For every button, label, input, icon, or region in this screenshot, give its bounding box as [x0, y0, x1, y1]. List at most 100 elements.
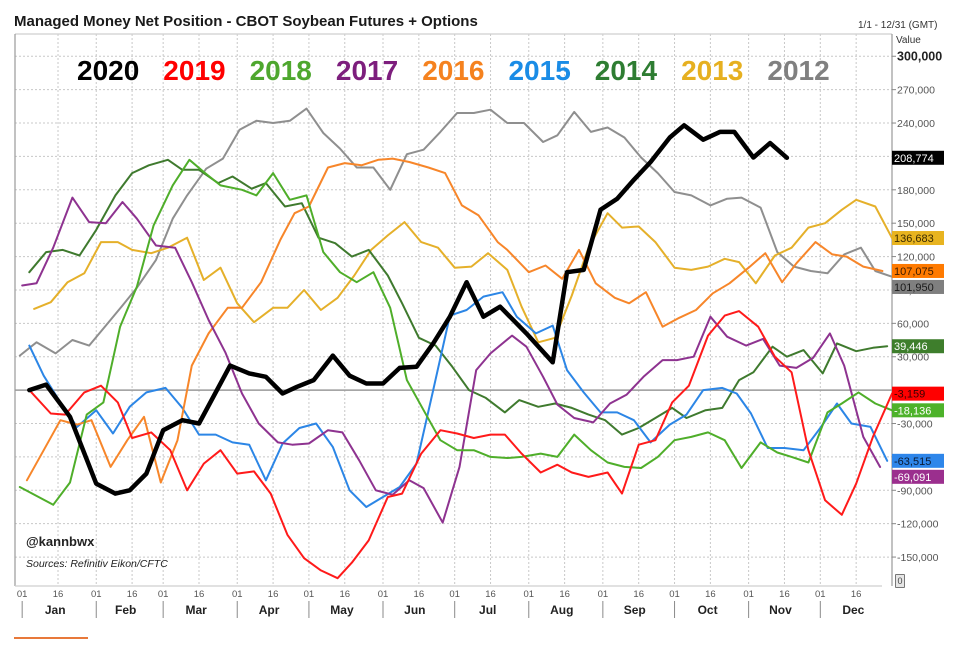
- series-line-2019[interactable]: [28, 310, 893, 580]
- plot-frame: [14, 33, 893, 587]
- last-value-badge-2016: 107,075: [892, 263, 944, 278]
- x-tick-label: 16: [339, 589, 350, 600]
- last-value-badge-2017: -69,091: [892, 469, 944, 484]
- y-axis: 300,000270,000240,000210,000180,000150,0…: [892, 49, 942, 564]
- last-value-badge-2020: 208,774: [892, 150, 944, 165]
- x-tick-label: 16: [705, 589, 716, 600]
- badge-background: [892, 231, 944, 246]
- badge-background: [892, 263, 944, 278]
- y-tick-label: 120,000: [897, 252, 935, 264]
- legend-item-2020[interactable]: 2020: [77, 55, 140, 86]
- legend-item-2016[interactable]: 2016: [422, 55, 485, 86]
- series-line-2013[interactable]: [33, 198, 893, 344]
- scale-toggle-icon[interactable]: 0: [895, 574, 905, 588]
- y-tick-label: -30,000: [897, 419, 933, 431]
- y-tick-label: -90,000: [897, 485, 933, 497]
- badge-value: -18,136: [894, 405, 931, 417]
- badge-background: [892, 386, 944, 401]
- badge-value: 101,950: [894, 282, 934, 294]
- y-tick-label: 300,000: [897, 49, 942, 63]
- y-tick-label: -150,000: [897, 552, 939, 564]
- x-tick-label: 16: [414, 589, 425, 600]
- legend-item-2019[interactable]: 2019: [163, 55, 226, 86]
- series-line-2015[interactable]: [28, 291, 889, 508]
- legend-item-2017[interactable]: 2017: [335, 55, 399, 86]
- x-tick-label: 01: [304, 589, 315, 600]
- badge-value: -63,515: [894, 456, 931, 468]
- badge-value: 208,774: [894, 153, 934, 165]
- y-tick-label: 150,000: [897, 218, 935, 230]
- badge-background: [892, 279, 944, 294]
- y-tick-label: 180,000: [897, 185, 935, 197]
- x-tick-label: 01: [91, 589, 102, 600]
- legend-item-2014[interactable]: 2014: [594, 55, 658, 86]
- x-tick-label: 01: [598, 589, 609, 600]
- badge-background: [892, 339, 944, 354]
- chart-title: Managed Money Net Position - CBOT Soybea…: [14, 13, 478, 30]
- x-tick-label: 16: [53, 589, 64, 600]
- x-tick-label: 01: [158, 589, 169, 600]
- x-tick-label: 16: [127, 589, 138, 600]
- y-tick-label: 270,000: [897, 85, 935, 97]
- x-tick-label: 16: [779, 589, 790, 600]
- x-tick-label: 16: [851, 589, 862, 600]
- x-axis: 01 16 01 16 01 16 01 16 01 16 01 16 01 16 01 16 01 16 01 16…: [17, 589, 865, 618]
- legend-item-2012[interactable]: 2012: [767, 55, 830, 86]
- x-tick-label: 16: [268, 589, 279, 600]
- sources-note: Sources: Refinitiv Eikon/CFTC: [26, 558, 168, 570]
- month-label-aug: Aug: [550, 603, 573, 617]
- last-value-badge-2018: -18,136: [892, 403, 944, 418]
- series-line-2012[interactable]: [18, 107, 893, 357]
- author-handle: @kannbwx: [26, 534, 95, 549]
- month-label-oct: Oct: [698, 603, 718, 617]
- x-tick-label: 01: [669, 589, 680, 600]
- x-tick-label: 16: [485, 589, 496, 600]
- x-tick-label: 01: [17, 589, 28, 600]
- series-line-2018[interactable]: [18, 158, 893, 506]
- last-value-badge-2019: -3,159: [892, 386, 944, 401]
- month-label-jul: Jul: [479, 603, 496, 617]
- badge-background: [892, 453, 944, 468]
- legend-item-2018[interactable]: 2018: [249, 55, 312, 86]
- series-line-2020[interactable]: [27, 123, 790, 496]
- month-label-may: May: [330, 603, 354, 617]
- badge-value: 39,446: [894, 341, 928, 353]
- badge-value: -3,159: [894, 389, 925, 401]
- last-value-badge-2013: 136,683: [892, 231, 944, 246]
- series-line-2017[interactable]: [21, 196, 882, 524]
- badge-value: 136,683: [894, 233, 934, 245]
- series-line-2016[interactable]: [25, 157, 884, 484]
- y-tick-label: 60,000: [897, 318, 929, 330]
- legend-item-2015[interactable]: 2015: [508, 55, 571, 86]
- month-label-jun: Jun: [404, 603, 425, 617]
- month-label-jan: Jan: [45, 603, 66, 617]
- last-value-badge-2014: 39,446: [892, 339, 944, 354]
- series-lines: [18, 107, 893, 580]
- y-tick-label: -120,000: [897, 519, 939, 531]
- bottom-divider: [14, 637, 88, 639]
- badge-value: 107,075: [894, 266, 934, 278]
- x-tick-label: 01: [523, 589, 534, 600]
- badge-background: [892, 403, 944, 418]
- series-line-2014[interactable]: [28, 158, 889, 436]
- x-tick-label: 01: [232, 589, 243, 600]
- month-label-mar: Mar: [186, 603, 208, 617]
- x-tick-label: 01: [378, 589, 389, 600]
- date-range-label[interactable]: 1/1 - 12/31 (GMT): [858, 20, 938, 31]
- x-tick-label: 16: [194, 589, 205, 600]
- x-tick-label: 01: [449, 589, 460, 600]
- month-label-nov: Nov: [769, 603, 792, 617]
- month-label-feb: Feb: [115, 603, 136, 617]
- last-value-badges: 208,774 136,683 107,075 101,950 39,446 -3,159…: [892, 150, 944, 484]
- badge-value: -69,091: [894, 472, 931, 484]
- badge-background: [892, 469, 944, 484]
- legend: 2020 2019 2018 2017 2016 2015 2014 2013 …: [77, 55, 830, 87]
- x-tick-label: 16: [633, 589, 644, 600]
- y-tick-label: 240,000: [897, 118, 935, 130]
- month-label-sep: Sep: [624, 603, 646, 617]
- y-tick-label: 30,000: [897, 352, 929, 364]
- x-tick-label: 01: [815, 589, 826, 600]
- legend-item-2013[interactable]: 2013: [681, 55, 744, 86]
- y-axis-title: Value: [896, 35, 921, 46]
